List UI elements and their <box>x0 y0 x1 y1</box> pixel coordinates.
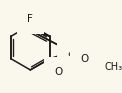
Text: S: S <box>68 52 74 62</box>
Text: CH₃: CH₃ <box>105 62 122 72</box>
Text: F: F <box>27 14 33 24</box>
Text: O: O <box>55 67 63 77</box>
Text: O: O <box>80 54 89 64</box>
